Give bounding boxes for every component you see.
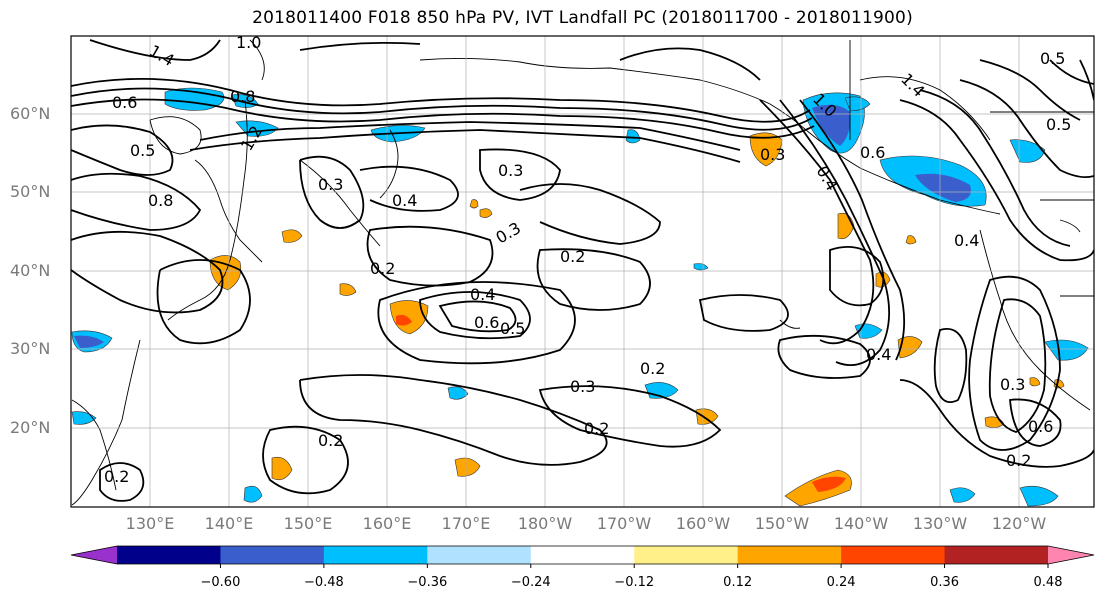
colorbar-segment <box>117 546 221 564</box>
contour-label: 0.6 <box>1028 417 1053 436</box>
contour-label: 0.3 <box>318 175 343 194</box>
map-frame <box>70 35 1095 508</box>
contour-label: 0.4 <box>866 345 891 364</box>
lat-label: 40°N <box>10 261 51 280</box>
contour-label: 0.5 <box>1040 49 1065 68</box>
contour-label: 0.2 <box>104 467 129 486</box>
colorbar-tick-label: −0.12 <box>614 575 655 590</box>
lon-label: 140°W <box>833 514 889 533</box>
colorbar-segment <box>71 546 117 564</box>
lon-label: 120°W <box>991 514 1047 533</box>
contour-label: 0.8 <box>230 87 255 106</box>
colorbar-segment <box>530 546 635 564</box>
contour-label: 0.6 <box>112 93 137 112</box>
lat-label: 30°N <box>10 339 51 358</box>
contour-label: 0.2 <box>370 259 395 278</box>
pv-contours-thin <box>149 39 991 155</box>
lon-label: 150°W <box>754 514 810 533</box>
colorbar-tick-label: −0.60 <box>200 575 241 590</box>
contour-label: 0.4 <box>954 231 979 250</box>
colorbar-tick-label: −0.24 <box>510 575 551 590</box>
pv-anomaly-shading <box>71 87 1089 507</box>
colorbar-segment <box>427 546 532 564</box>
lon-label: 130°E <box>125 514 175 533</box>
contour-label: 1.0 <box>236 33 261 52</box>
colorbar-segment <box>737 546 842 564</box>
pv-contours <box>71 39 1094 502</box>
colorbar-segment <box>841 546 946 564</box>
colorbar-tick-label: 0.36 <box>930 575 960 590</box>
colorbar-outline <box>70 545 1095 565</box>
lat-label: 60°N <box>10 104 51 123</box>
contour-label: 0.5 <box>500 319 525 338</box>
contour-label: 0.2 <box>1006 451 1031 470</box>
lon-label: 170°E <box>441 514 491 533</box>
colorbar-segment <box>944 546 1049 564</box>
lon-label: 140°E <box>204 514 254 533</box>
contour-label: 0.6 <box>860 143 885 162</box>
contour-label: 0.3 <box>760 145 785 164</box>
colorbar-segment <box>634 546 739 564</box>
colorbar-segment <box>1048 546 1094 564</box>
colorbar-tick-label: 0.48 <box>1033 575 1063 590</box>
lon-label: 130°W <box>912 514 968 533</box>
colorbar-tick-label: −0.48 <box>303 575 344 590</box>
contour-label: 0.6 <box>474 313 499 332</box>
lon-label: 170°W <box>596 514 652 533</box>
lat-label: 20°N <box>10 418 51 437</box>
contour-label: 0.4 <box>392 191 417 210</box>
contour-label: 0.5 <box>1046 115 1071 134</box>
contour-label: 0.3 <box>1000 375 1025 394</box>
colorbar-tick-label: 0.12 <box>723 575 753 590</box>
colorbar-segments <box>70 545 1095 565</box>
lon-label: 160°W <box>675 514 731 533</box>
contour-label: 0.3 <box>570 377 595 396</box>
colorbar-ticks <box>219 564 1049 568</box>
contour-label: 0.3 <box>498 161 523 180</box>
colorbar-tick-label: 0.24 <box>826 575 856 590</box>
contour-label: 0.4 <box>470 285 495 304</box>
map-title: 2018011400 F018 850 hPa PV, IVT Landfall… <box>252 8 913 28</box>
lon-label: 160°E <box>362 514 412 533</box>
contour-label: 0.8 <box>148 191 173 210</box>
contour-label: 0.2 <box>584 419 609 438</box>
contour-label: 0.2 <box>560 247 585 266</box>
contour-label: 0.2 <box>318 431 343 450</box>
lon-label: 180°W <box>517 514 573 533</box>
contour-label: 0.2 <box>640 359 665 378</box>
lat-label: 50°N <box>10 182 51 201</box>
contour-label: 0.5 <box>130 141 155 160</box>
lon-label: 150°E <box>283 514 333 533</box>
colorbar-tick-label: −0.36 <box>407 575 448 590</box>
coastlines <box>71 40 1094 506</box>
colorbar-segment <box>323 546 428 564</box>
colorbar-segment <box>220 546 325 564</box>
